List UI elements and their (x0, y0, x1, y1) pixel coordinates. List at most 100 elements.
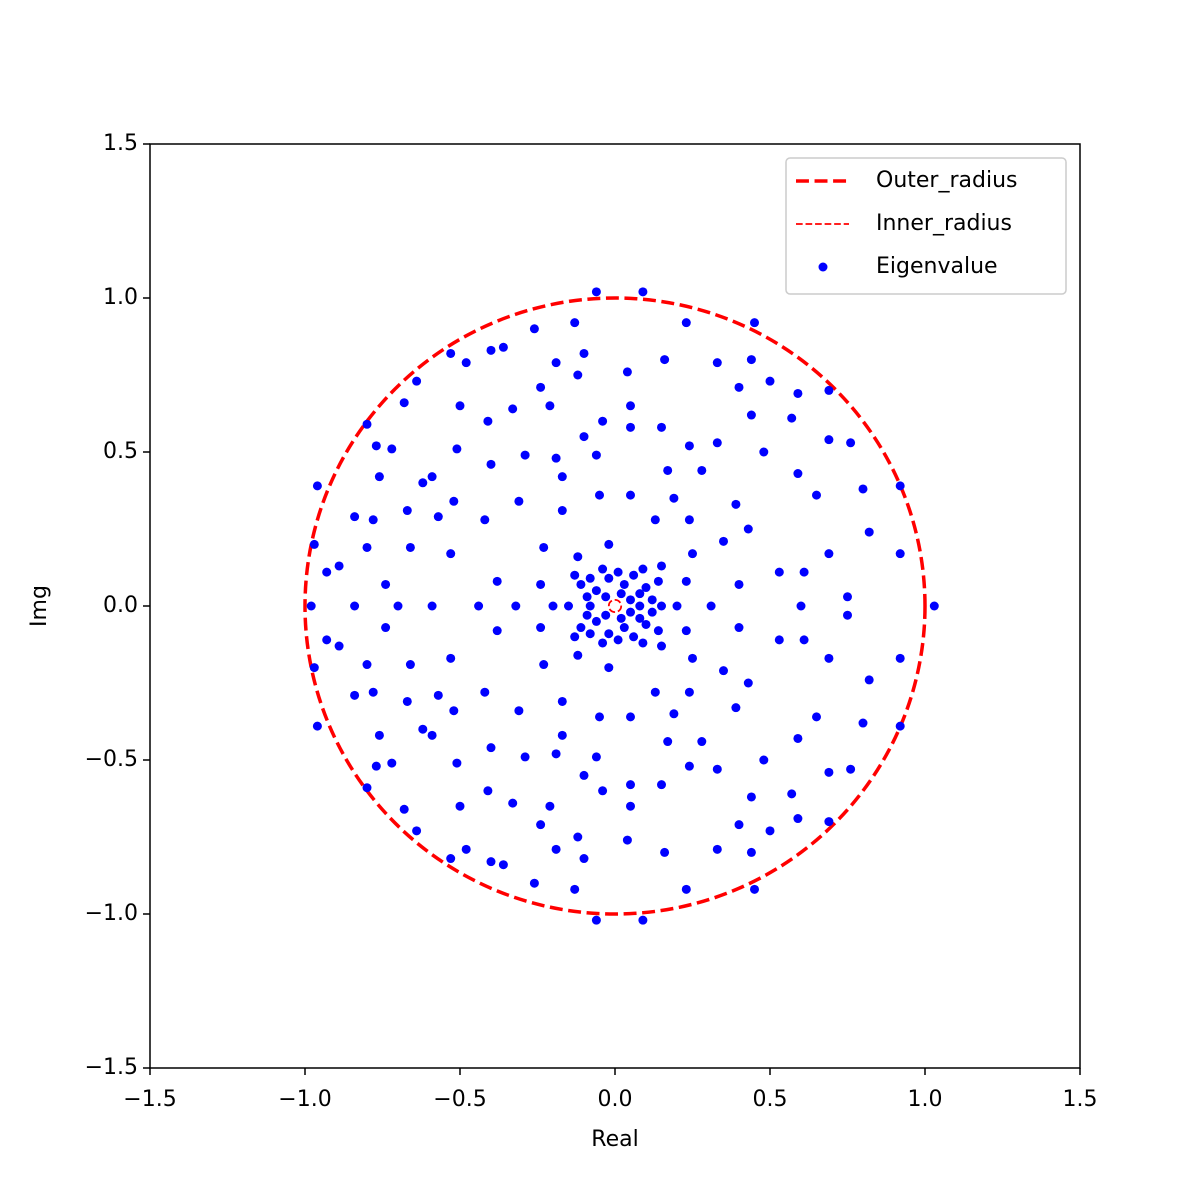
eigenvalue-point (582, 610, 592, 620)
eigenvalue-point (688, 549, 697, 559)
eigenvalue-point (734, 579, 744, 589)
eigenvalue-point (514, 706, 524, 716)
eigenvalue-point (796, 601, 806, 611)
eigenvalue-point (570, 632, 580, 642)
eigenvalue-point (660, 355, 670, 365)
eigenvalue-point (539, 660, 549, 670)
y-axis-label: Img (27, 585, 52, 627)
eigenvalue-point (774, 567, 784, 577)
eigenvalue-point (929, 601, 939, 611)
eigenvalue-point (774, 635, 784, 645)
eigenvalue-point (591, 450, 601, 460)
eigenvalue-point (657, 561, 666, 571)
eigenvalue-point (579, 854, 589, 864)
eigenvalue-point (374, 730, 384, 740)
eigenvalue-point (712, 438, 722, 448)
eigenvalue-point (334, 561, 344, 571)
eigenvalue-point (793, 814, 803, 824)
eigenvalue-point (591, 915, 601, 925)
eigenvalue-point (626, 595, 635, 605)
eigenvalue-point (734, 623, 744, 633)
eigenvalue-point (629, 632, 639, 642)
eigenvalue-point (895, 721, 905, 731)
eigenvalue-point (480, 687, 490, 697)
eigenvalue-point (613, 635, 623, 645)
eigenvalue-point (511, 601, 521, 611)
eigenvalue-point (585, 629, 595, 639)
legend-marker (818, 262, 828, 272)
eigenvalue-point (585, 573, 595, 583)
eigenvalue-point (799, 635, 809, 645)
legend: Outer_radius Inner_radius Eigenvalue (785, 157, 1067, 295)
eigenvalue-point (551, 358, 561, 368)
eigenvalue-point (591, 616, 601, 626)
eigenvalue-point (309, 663, 319, 673)
eigenvalue-point (368, 515, 378, 525)
y-tick-label: 1.0 (103, 285, 138, 310)
eigenvalue-point (697, 737, 707, 747)
eigenvalue-point (536, 820, 546, 830)
eigenvalue-point (498, 342, 508, 352)
eigenvalue-point (697, 465, 707, 475)
eigenvalue-point (573, 832, 583, 842)
eigenvalue-point (613, 567, 623, 577)
eigenvalue-point (362, 542, 372, 552)
eigenvalue-point (529, 878, 539, 888)
eigenvalue-point (746, 355, 756, 365)
eigenvalue-point (812, 490, 821, 500)
eigenvalue-point (334, 641, 344, 651)
eigenvalue-point (864, 675, 874, 685)
eigenvalue-point (787, 413, 797, 423)
eigenvalue-point (529, 324, 539, 334)
eigenvalue-point (371, 441, 381, 451)
eigenvalue-point (684, 761, 694, 771)
eigenvalue-point (362, 419, 372, 429)
eigenvalue-point (322, 635, 332, 645)
eigenvalue-point (895, 653, 905, 663)
eigenvalue-point (573, 650, 583, 660)
axes-frame (149, 143, 1081, 1069)
eigenvalue-point (669, 493, 679, 503)
eigenvalue-point (536, 382, 546, 392)
eigenvalue-point (657, 422, 666, 432)
eigenvalue-point (635, 589, 645, 599)
eigenvalue-point (793, 388, 803, 398)
eigenvalue-point (604, 539, 614, 549)
eigenvalue-point (629, 570, 639, 580)
eigenvalue-point (743, 678, 753, 688)
eigenvalue-point (508, 404, 518, 414)
eigenvalue-point (591, 287, 601, 297)
eigenvalue-point (381, 579, 391, 589)
eigenvalue-point (681, 626, 691, 636)
eigenvalue-point (684, 441, 694, 451)
eigenvalue-point (641, 619, 651, 629)
eigenvalue-point (638, 638, 648, 648)
eigenvalue-point (536, 623, 546, 633)
eigenvalue-point (619, 579, 629, 589)
legend-label: Eigenvalue (876, 254, 998, 279)
eigenvalue-point (402, 696, 412, 706)
radius-circle (303, 296, 927, 916)
eigenvalue-point (412, 376, 422, 386)
eigenvalue-point (746, 792, 756, 802)
eigenvalue-point (399, 804, 409, 814)
eigenvalue-point (731, 703, 741, 713)
eigenvalue-point (598, 786, 608, 796)
eigenvalue-point (579, 770, 589, 780)
eigenvalue-point (626, 712, 635, 722)
eigenvalue-point (663, 465, 673, 475)
y-tick-label: −0.5 (85, 747, 138, 772)
eigenvalue-point (486, 345, 496, 355)
eigenvalue-point (719, 666, 728, 676)
eigenvalue-point (582, 592, 592, 602)
eigenvalue-point (557, 730, 567, 740)
eigenvalue-point (573, 370, 583, 380)
eigenvalue-point (579, 432, 589, 442)
eigenvalue-point (585, 601, 595, 611)
eigenvalue-point (653, 626, 663, 636)
eigenvalue-point (595, 490, 604, 500)
eigenvalue-point (427, 472, 437, 482)
eigenvalue-point (669, 709, 679, 719)
eigenvalue-point (688, 653, 697, 663)
eigenvalue-point (387, 444, 397, 454)
